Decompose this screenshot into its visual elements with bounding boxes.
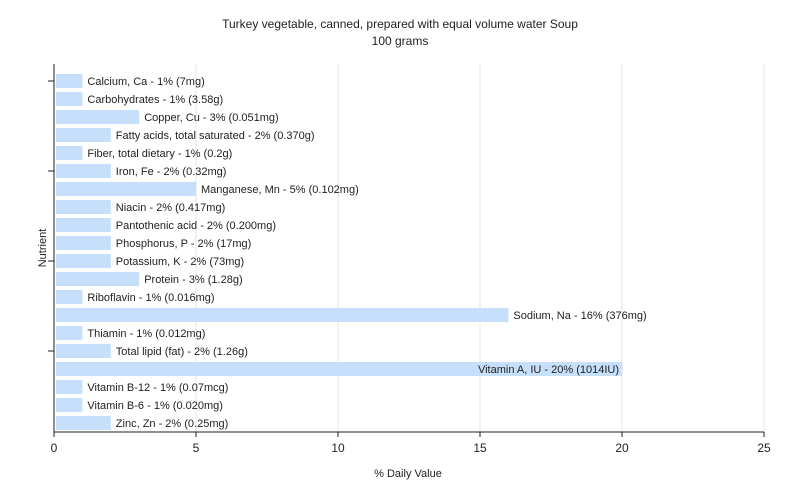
bars: Calcium, Ca - 1% (7mg) Carbohydrates - 1%… bbox=[56, 74, 647, 430]
bar-label-18: Vitamin B-6 - 1% (0.020mg) bbox=[87, 400, 223, 412]
bar-label-16: Vitamin A, IU - 20% (1014IU) bbox=[478, 364, 619, 376]
bar-1 bbox=[56, 92, 83, 106]
bar-label-10: Potassium, K - 2% (73mg) bbox=[116, 256, 244, 268]
bar-8 bbox=[56, 218, 111, 232]
bar-0 bbox=[56, 74, 83, 88]
bar-label-19: Zinc, Zn - 2% (0.25mg) bbox=[116, 418, 228, 430]
bar-3 bbox=[56, 128, 111, 142]
bar-label-7: Niacin - 2% (0.417mg) bbox=[116, 202, 225, 214]
bar-label-11: Protein - 3% (1.28g) bbox=[144, 274, 242, 286]
chart-title: Turkey vegetable, canned, prepared with … bbox=[222, 17, 578, 31]
bar-7 bbox=[56, 200, 111, 214]
bar-13 bbox=[56, 308, 509, 322]
bar-14 bbox=[56, 326, 83, 340]
bar-15 bbox=[56, 344, 111, 358]
bar-label-2: Copper, Cu - 3% (0.051mg) bbox=[144, 112, 279, 124]
bar-label-14: Thiamin - 1% (0.012mg) bbox=[87, 328, 205, 340]
bar-label-4: Fiber, total dietary - 1% (0.2g) bbox=[87, 148, 232, 160]
bar-label-17: Vitamin B-12 - 1% (0.07mcg) bbox=[87, 382, 228, 394]
gridlines bbox=[195, 64, 765, 432]
bar-label-9: Phosphorus, P - 2% (17mg) bbox=[116, 238, 252, 250]
bar-16 bbox=[56, 362, 622, 376]
bar-10 bbox=[56, 254, 111, 268]
x-axis-label: % Daily Value bbox=[374, 468, 442, 480]
bar-label-15: Total lipid (fat) - 2% (1.26g) bbox=[116, 346, 248, 358]
bar-label-5: Iron, Fe - 2% (0.32mg) bbox=[116, 166, 227, 178]
bar-2 bbox=[56, 110, 140, 124]
bar-4 bbox=[56, 146, 83, 160]
bar-5 bbox=[56, 164, 111, 178]
bar-17 bbox=[56, 380, 83, 394]
axes bbox=[53, 64, 764, 433]
bar-11 bbox=[56, 272, 140, 286]
x-tick-label-3: 15 bbox=[473, 441, 487, 455]
bar-label-12: Riboflavin - 1% (0.016mg) bbox=[87, 292, 214, 304]
x-tick-label-0: 0 bbox=[51, 441, 58, 455]
x-tick-label-2: 10 bbox=[331, 441, 345, 455]
bar-9 bbox=[56, 236, 111, 250]
x-tick-label-1: 5 bbox=[193, 441, 200, 455]
bar-19 bbox=[56, 416, 111, 430]
bar-label-1: Carbohydrates - 1% (3.58g) bbox=[87, 94, 223, 106]
bar-12 bbox=[56, 290, 83, 304]
bar-18 bbox=[56, 398, 83, 412]
bar-label-6: Manganese, Mn - 5% (0.102mg) bbox=[201, 184, 359, 196]
x-ticks: 0 5 10 15 20 25 bbox=[48, 80, 771, 455]
x-tick-label-4: 20 bbox=[615, 441, 629, 455]
bar-label-3: Fatty acids, total saturated - 2% (0.370… bbox=[116, 130, 315, 142]
bar-6 bbox=[56, 182, 196, 196]
bar-label-0: Calcium, Ca - 1% (7mg) bbox=[87, 76, 204, 88]
bar-label-13: Sodium, Na - 16% (376mg) bbox=[513, 310, 646, 322]
x-tick-label-5: 25 bbox=[757, 441, 771, 455]
chart-subtitle: 100 grams bbox=[372, 34, 429, 48]
bar-label-8: Pantothenic acid - 2% (0.200mg) bbox=[116, 220, 276, 232]
y-axis-label: Nutrient bbox=[37, 229, 49, 268]
